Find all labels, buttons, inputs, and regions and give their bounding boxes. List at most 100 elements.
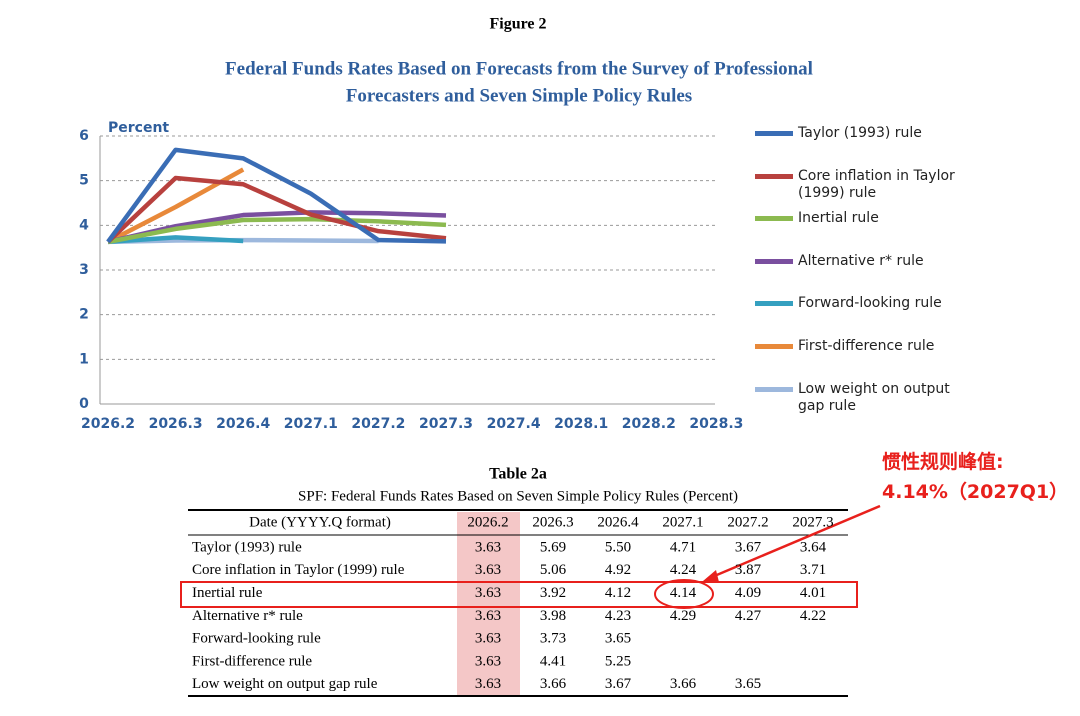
legend-swatch xyxy=(755,216,793,222)
chart-title: Federal Funds Rates Based on Forecasts f… xyxy=(225,58,813,79)
table-subtitle: SPF: Federal Funds Rates Based on Seven … xyxy=(298,488,738,504)
table-cell: 5.06 xyxy=(540,562,567,578)
table-cell: 3.64 xyxy=(800,539,827,555)
table-header: 2026.2 xyxy=(467,514,508,530)
table-header: Date (YYYY.Q format) xyxy=(249,514,391,530)
highlight-box xyxy=(180,581,858,608)
x-tick-label: 2026.2 xyxy=(81,416,135,432)
y-tick-label: 4 xyxy=(79,217,89,233)
table-cell: 4.14 xyxy=(670,585,697,601)
legend-swatch xyxy=(755,258,793,264)
table-cell: 4.12 xyxy=(605,585,631,601)
table-cell: 3.65 xyxy=(605,631,631,647)
x-tick-label: 2028.3 xyxy=(689,416,743,432)
table-cell: 3.73 xyxy=(540,631,566,647)
table-header: 2027.3 xyxy=(792,514,833,530)
table-cell: 4.01 xyxy=(800,585,826,601)
table-cell: 3.87 xyxy=(735,562,762,578)
legend-label: Forward-looking rule xyxy=(798,295,942,312)
table-cell: 5.69 xyxy=(540,539,566,555)
table-cell: 4.71 xyxy=(670,539,696,555)
series-line xyxy=(106,175,447,244)
legend-swatch xyxy=(755,386,793,392)
table-cell: 5.25 xyxy=(605,653,631,669)
row-label: Core inflation in Taylor (1999) rule xyxy=(192,562,405,578)
table-cell: 3.63 xyxy=(475,562,501,578)
x-tick-label: 2027.1 xyxy=(284,416,338,432)
row-label: Inertial rule xyxy=(192,585,263,601)
x-tick-label: 2027.3 xyxy=(419,416,473,432)
table-cell: 3.63 xyxy=(475,631,501,647)
legend-swatch xyxy=(755,131,793,136)
x-tick-label: 2026.3 xyxy=(149,416,203,432)
highlight-circle xyxy=(654,579,714,609)
table-header: 2026.4 xyxy=(597,514,639,530)
table-cell: 3.71 xyxy=(800,562,826,578)
row-label: Taylor (1993) rule xyxy=(192,539,302,555)
table-cell: 3.67 xyxy=(605,676,632,692)
table-cell: 3.98 xyxy=(540,608,566,624)
table-header: 2027.2 xyxy=(727,514,768,530)
table-cell: 3.65 xyxy=(735,676,761,692)
legend-label: First-difference rule xyxy=(798,338,935,354)
series-line xyxy=(107,235,244,245)
arrow-line xyxy=(711,504,881,579)
x-tick-label: 2028.1 xyxy=(554,416,608,432)
table-cell: 3.63 xyxy=(475,539,501,555)
legend-label: Taylor (1993) rule xyxy=(798,125,922,141)
table-cell: 4.22 xyxy=(800,608,826,624)
table-cell: 4.41 xyxy=(540,653,566,669)
legend-item: Core inflation in Taylor (1999) rule xyxy=(755,168,973,202)
arrow-head xyxy=(703,570,719,582)
row-label: First-difference rule xyxy=(192,653,312,669)
series-line xyxy=(106,147,447,244)
row-label: Forward-looking rule xyxy=(192,631,321,647)
y-tick-label: 5 xyxy=(79,173,89,189)
legend-label: Core inflation in Taylor (1999) rule xyxy=(798,167,955,201)
legend-swatch xyxy=(755,344,793,349)
y-tick-label: 6 xyxy=(79,128,89,144)
series-line xyxy=(107,216,447,245)
annotation: 惯性规则峰值: xyxy=(882,451,1004,473)
x-tick-label: 2026.4 xyxy=(216,416,270,432)
annotation: 4.14%（2027Q1） xyxy=(882,481,1069,503)
table-cell: 3.66 xyxy=(670,676,697,692)
y-axis-label: Percent xyxy=(108,120,169,136)
legend-label: Inertial rule xyxy=(798,210,879,227)
row-label: Alternative r* rule xyxy=(192,608,303,624)
y-tick-label: 3 xyxy=(79,262,89,278)
legend-item: Alternative r* rule xyxy=(755,253,973,270)
x-tick-label: 2027.2 xyxy=(351,416,405,432)
legend-item: Low weight on output gap rule xyxy=(755,381,973,415)
table-cell: 3.92 xyxy=(540,585,566,601)
table-header: 2027.1 xyxy=(662,514,703,530)
x-tick-label: 2027.4 xyxy=(487,416,541,432)
table-cell: 4.92 xyxy=(605,562,631,578)
table-cell: 4.09 xyxy=(735,585,761,601)
table-cell: 4.23 xyxy=(605,608,631,624)
legend-label: Low weight on output gap rule xyxy=(798,380,950,414)
table-cell: 4.27 xyxy=(735,608,762,624)
legend-swatch xyxy=(755,301,793,307)
table-title: Table 2a xyxy=(489,466,547,483)
row-label: Low weight on output gap rule xyxy=(192,676,378,692)
table-cell: 5.50 xyxy=(605,539,631,555)
table-cell: 3.63 xyxy=(475,653,501,669)
table-cell: 3.66 xyxy=(540,676,567,692)
legend-swatch xyxy=(755,173,793,179)
y-tick-label: 1 xyxy=(79,351,89,367)
table-header: 2026.3 xyxy=(532,514,573,530)
chart-title: Forecasters and Seven Simple Policy Rule… xyxy=(346,85,692,106)
table-cell: 3.63 xyxy=(475,585,501,601)
legend-label: Alternative r* rule xyxy=(798,252,924,269)
table-cell: 3.63 xyxy=(475,676,501,692)
legend-item: Forward-looking rule xyxy=(755,295,973,312)
table-cell: 3.63 xyxy=(475,608,501,624)
legend-item: Inertial rule xyxy=(755,210,973,227)
y-tick-label: 2 xyxy=(79,307,89,323)
legend-item: First-difference rule xyxy=(755,338,973,355)
figure-label: Figure 2 xyxy=(489,16,546,33)
table-cell: 4.24 xyxy=(670,562,697,578)
legend-item: Taylor (1993) rule xyxy=(755,125,973,142)
